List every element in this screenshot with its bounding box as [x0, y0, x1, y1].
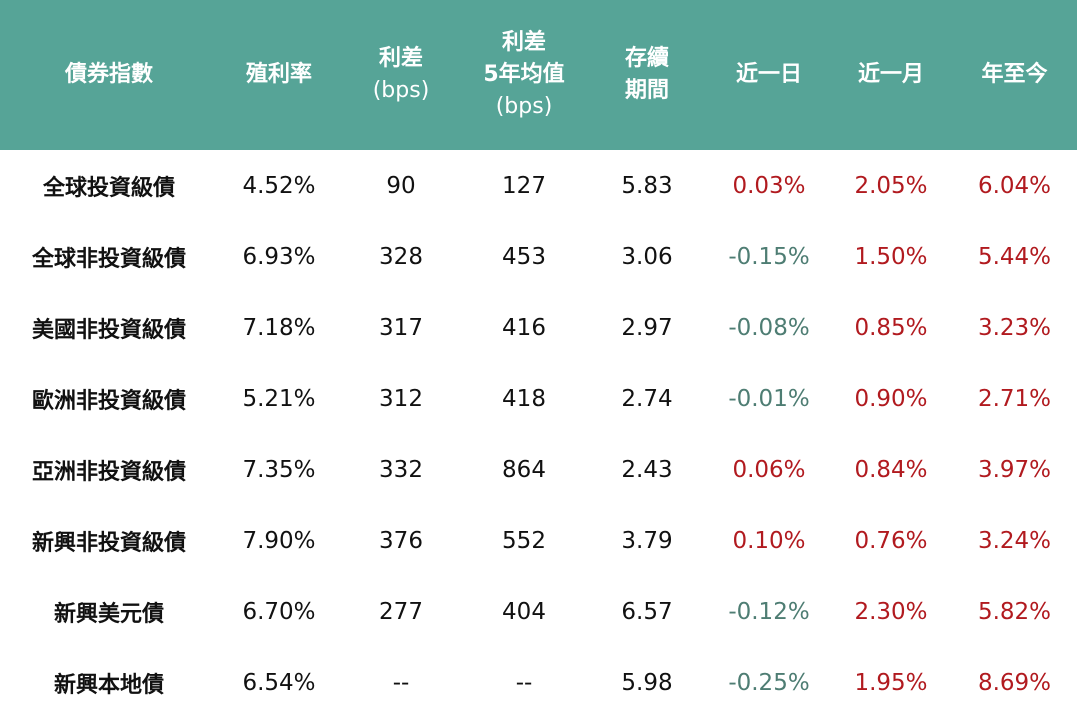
header-day: 近一日	[735, 62, 802, 87]
cell-duration: 6.57	[621, 598, 673, 625]
cell-spread: 317	[379, 314, 423, 341]
cell-spread-5y: 416	[502, 314, 546, 341]
cell-month-change: 1.50%	[854, 243, 928, 270]
cell-day-change: -0.25%	[728, 669, 810, 696]
cell-ytd-change: 5.44%	[977, 243, 1052, 270]
cell-yield: 6.54%	[242, 669, 316, 696]
table-row: 美國非投資級債 7.18% 317 416 2.97 -0.08% 0.85% 3.23%	[0, 292, 1077, 363]
table-row: 新興非投資級債 7.90% 376 552 3.79 0.10% 0.76% 3.24%	[0, 505, 1077, 576]
cell-yield: 5.21%	[242, 385, 316, 412]
table-row: 全球投資級債 4.52% 90 127 5.83 0.03% 2.05% 6.04%	[0, 150, 1077, 221]
header-yield: 殖利率	[245, 62, 312, 87]
cell-spread: 376	[379, 527, 423, 554]
cell-yield: 4.52%	[242, 172, 316, 199]
cell-spread-5y: --	[515, 669, 533, 696]
cell-yield: 7.18%	[242, 314, 316, 341]
cell-spread-5y: 127	[502, 172, 546, 199]
cell-name: 新興美元債	[53, 601, 164, 627]
cell-ytd-change: 5.82%	[977, 598, 1052, 625]
cell-duration: 3.06	[621, 243, 673, 270]
header-spread-5y-line2: 5年均值	[483, 62, 565, 87]
cell-day-change: -0.12%	[728, 598, 810, 625]
cell-ytd-change: 8.69%	[977, 669, 1052, 696]
cell-spread: 90	[386, 172, 416, 199]
header-spread-line1: 利差	[378, 46, 423, 71]
table-row: 亞洲非投資級債 7.35% 332 864 2.43 0.06% 0.84% 3.97%	[0, 434, 1077, 505]
table-row: 新興美元債 6.70% 277 404 6.57 -0.12% 2.30% 5.82%	[0, 576, 1077, 647]
header-spread-line2: (bps)	[372, 78, 430, 103]
header-duration: 存續 期間	[586, 0, 708, 150]
header-spread-5y-line3: (bps)	[495, 94, 553, 119]
table-header-row: 債券指數 殖利率 利差 (bps) 利差 5年均值 (bps) 存續 期間 近一…	[0, 0, 1077, 150]
header-duration-line2: 期間	[624, 78, 669, 103]
cell-month-change: 0.85%	[854, 314, 928, 341]
cell-yield: 6.70%	[242, 598, 316, 625]
cell-ytd-change: 6.04%	[977, 172, 1052, 199]
cell-duration: 3.79	[621, 527, 673, 554]
table-body: 全球投資級債 4.52% 90 127 5.83 0.03% 2.05% 6.04% 全球非投資…	[0, 150, 1077, 718]
cell-ytd-change: 3.24%	[977, 527, 1052, 554]
header-ytd: 年至今	[981, 62, 1048, 87]
cell-duration: 5.98	[621, 669, 673, 696]
cell-name: 亞洲非投資級債	[31, 459, 186, 485]
cell-duration: 2.97	[621, 314, 673, 341]
cell-name: 歐洲非投資級債	[31, 388, 186, 414]
cell-month-change: 0.84%	[854, 456, 928, 483]
cell-day-change: 0.06%	[732, 456, 806, 483]
cell-duration: 2.43	[621, 456, 673, 483]
cell-ytd-change: 3.23%	[977, 314, 1052, 341]
cell-yield: 7.90%	[242, 527, 316, 554]
header-spread: 利差 (bps)	[340, 0, 462, 150]
cell-month-change: 2.05%	[854, 172, 928, 199]
cell-spread: 277	[379, 598, 423, 625]
cell-spread-5y: 552	[502, 527, 546, 554]
cell-day-change: -0.08%	[728, 314, 810, 341]
cell-month-change: 0.90%	[854, 385, 928, 412]
cell-day-change: 0.03%	[732, 172, 806, 199]
header-spread-5y-line1: 利差	[501, 30, 546, 55]
cell-name: 新興非投資級債	[31, 530, 186, 556]
cell-name: 美國非投資級債	[31, 317, 186, 343]
cell-duration: 5.83	[621, 172, 673, 199]
cell-month-change: 2.30%	[854, 598, 928, 625]
cell-duration: 2.74	[621, 385, 673, 412]
cell-day-change: -0.01%	[728, 385, 810, 412]
cell-name: 新興本地債	[53, 672, 164, 698]
cell-yield: 7.35%	[242, 456, 316, 483]
cell-spread-5y: 453	[502, 243, 546, 270]
cell-spread-5y: 864	[502, 456, 546, 483]
cell-spread-5y: 404	[502, 598, 546, 625]
cell-day-change: -0.15%	[728, 243, 810, 270]
cell-month-change: 1.95%	[854, 669, 928, 696]
table-row: 歐洲非投資級債 5.21% 312 418 2.74 -0.01% 0.90% 2.71%	[0, 363, 1077, 434]
header-index: 債券指數	[64, 62, 153, 87]
cell-day-change: 0.10%	[732, 527, 806, 554]
table-row: 新興本地債 6.54% -- -- 5.98 -0.25% 1.95% 8.69%	[0, 647, 1077, 718]
header-month: 近一月	[857, 62, 924, 87]
header-duration-line1: 存續	[624, 46, 669, 71]
cell-month-change: 0.76%	[854, 527, 928, 554]
cell-yield: 6.93%	[242, 243, 316, 270]
cell-ytd-change: 2.71%	[977, 385, 1052, 412]
header-spread-5y: 利差 5年均值 (bps)	[462, 0, 586, 150]
cell-spread: --	[392, 669, 410, 696]
cell-name: 全球投資級債	[42, 175, 175, 201]
cell-name: 全球非投資級債	[31, 246, 186, 272]
cell-spread-5y: 418	[502, 385, 546, 412]
cell-spread: 328	[379, 243, 423, 270]
cell-ytd-change: 3.97%	[977, 456, 1052, 483]
cell-spread: 332	[379, 456, 423, 483]
table-row: 全球非投資級債 6.93% 328 453 3.06 -0.15% 1.50% 5.44%	[0, 221, 1077, 292]
cell-spread: 312	[379, 385, 423, 412]
